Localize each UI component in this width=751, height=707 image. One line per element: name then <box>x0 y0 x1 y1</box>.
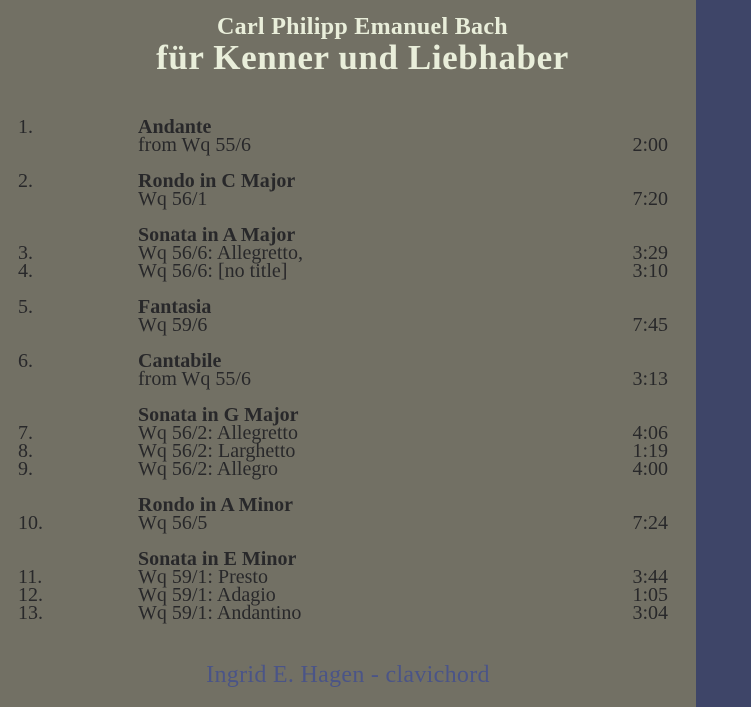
work-title-row: Sonata in E Minor <box>0 548 751 570</box>
header: Carl Philipp Emanuel Bach für Kenner und… <box>0 14 725 76</box>
track-duration: 4:06 <box>632 422 668 444</box>
track-row: 12. Wq 59/1: Adagio 1:05 <box>0 584 751 606</box>
track-row: 9. Wq 56/2: Allegro 4:00 <box>0 458 751 480</box>
track-group: Sonata in E Minor 11. Wq 59/1: Presto 3:44 1… <box>0 548 751 624</box>
work-title-row: 6. Cantabile <box>0 350 751 372</box>
track-title: Wq 56/2: Larghetto <box>138 440 296 462</box>
work-title-row: Sonata in A Major <box>0 224 751 246</box>
work-title: Sonata in G Major <box>138 404 299 426</box>
track-row: 7. Wq 56/2: Allegretto 4:06 <box>0 422 751 444</box>
track-row: 11. Wq 59/1: Presto 3:44 <box>0 566 751 588</box>
track-title: Wq 56/2: Allegretto <box>138 422 298 444</box>
track-number: 2. <box>18 170 33 192</box>
work-title: Sonata in E Minor <box>138 548 297 570</box>
work-title: Cantabile <box>138 350 222 372</box>
track-row: 8. Wq 56/2: Larghetto 1:19 <box>0 440 751 462</box>
track-group: Sonata in G Major 7. Wq 56/2: Allegretto 4:… <box>0 404 751 480</box>
work-title: Fantasia <box>138 296 212 318</box>
album-title: für Kenner und Liebhaber <box>156 38 569 77</box>
track-title: Wq 56/5 <box>138 512 208 534</box>
track-duration: 3:44 <box>632 566 668 588</box>
track-title: Wq 56/2: Allegro <box>138 458 278 480</box>
track-duration: 4:00 <box>632 458 668 480</box>
work-title-row: 5. Fantasia <box>0 296 751 318</box>
track-title: from Wq 55/6 <box>138 368 251 390</box>
track-duration: 3:29 <box>632 242 668 264</box>
track-row: from Wq 55/6 2:00 <box>0 134 751 156</box>
track-title: Wq 59/6 <box>138 314 208 336</box>
track-group: 1. Andante from Wq 55/6 2:00 <box>0 116 751 156</box>
work-title-row: 1. Andante <box>0 116 751 138</box>
track-title: Wq 56/6: Allegretto, <box>138 242 303 264</box>
work-title-row: Sonata in G Major <box>0 404 751 426</box>
performer-credit: Ingrid E. Hagen - clavichord <box>206 662 490 688</box>
track-duration: 2:00 <box>632 134 668 156</box>
work-title: Rondo in C Major <box>138 170 296 192</box>
tracklist: 1. Andante from Wq 55/6 2:00 2. Rondo in C Ma… <box>0 116 751 640</box>
work-title-row: Rondo in A Minor <box>0 494 751 516</box>
track-duration: 3:13 <box>632 368 668 390</box>
track-number: 8. <box>18 440 33 462</box>
track-row: Wq 56/1 7:20 <box>0 188 751 210</box>
track-row: 13. Wq 59/1: Andantino 3:04 <box>0 602 751 624</box>
track-title: Wq 59/1: Presto <box>138 566 268 588</box>
artist-name: Carl Philipp Emanuel Bach <box>217 14 508 40</box>
track-group: Sonata in A Major 3. Wq 56/6: Allegretto, 3… <box>0 224 751 282</box>
track-number: 1. <box>18 116 33 138</box>
track-number: 7. <box>18 422 33 444</box>
track-duration: 1:19 <box>632 440 668 462</box>
track-number: 11. <box>18 566 43 588</box>
track-duration: 7:45 <box>632 314 668 336</box>
track-number: 10. <box>18 512 43 534</box>
track-duration: 3:10 <box>632 260 668 282</box>
track-group: 5. Fantasia Wq 59/6 7:45 <box>0 296 751 336</box>
right-spine <box>696 0 751 707</box>
track-number: 4. <box>18 260 33 282</box>
track-duration: 3:04 <box>632 602 668 624</box>
track-duration: 7:24 <box>632 512 668 534</box>
track-duration: 1:05 <box>632 584 668 606</box>
track-row: 4. Wq 56/6: [no title] 3:10 <box>0 260 751 282</box>
track-title: Wq 59/1: Adagio <box>138 584 276 606</box>
track-group: Rondo in A Minor 10. Wq 56/5 7:24 <box>0 494 751 534</box>
track-number: 13. <box>18 602 43 624</box>
track-group: 2. Rondo in C Major Wq 56/1 7:20 <box>0 170 751 210</box>
track-number: 5. <box>18 296 33 318</box>
track-row: Wq 59/6 7:45 <box>0 314 751 336</box>
work-title: Sonata in A Major <box>138 224 296 246</box>
work-title-row: 2. Rondo in C Major <box>0 170 751 192</box>
track-title: Wq 59/1: Andantino <box>138 602 302 624</box>
work-title: Rondo in A Minor <box>138 494 294 516</box>
track-duration: 7:20 <box>632 188 668 210</box>
track-title: Wq 56/1 <box>138 188 208 210</box>
track-group: 6. Cantabile from Wq 55/6 3:13 <box>0 350 751 390</box>
track-number: 6. <box>18 350 33 372</box>
track-number: 9. <box>18 458 33 480</box>
track-title: from Wq 55/6 <box>138 134 251 156</box>
work-title: Andante <box>138 116 212 138</box>
track-row: from Wq 55/6 3:13 <box>0 368 751 390</box>
track-row: 10. Wq 56/5 7:24 <box>0 512 751 534</box>
track-number: 12. <box>18 584 43 606</box>
footer: Ingrid E. Hagen - clavichord <box>0 662 696 688</box>
track-row: 3. Wq 56/6: Allegretto, 3:29 <box>0 242 751 264</box>
track-title: Wq 56/6: [no title] <box>138 260 288 282</box>
track-number: 3. <box>18 242 33 264</box>
